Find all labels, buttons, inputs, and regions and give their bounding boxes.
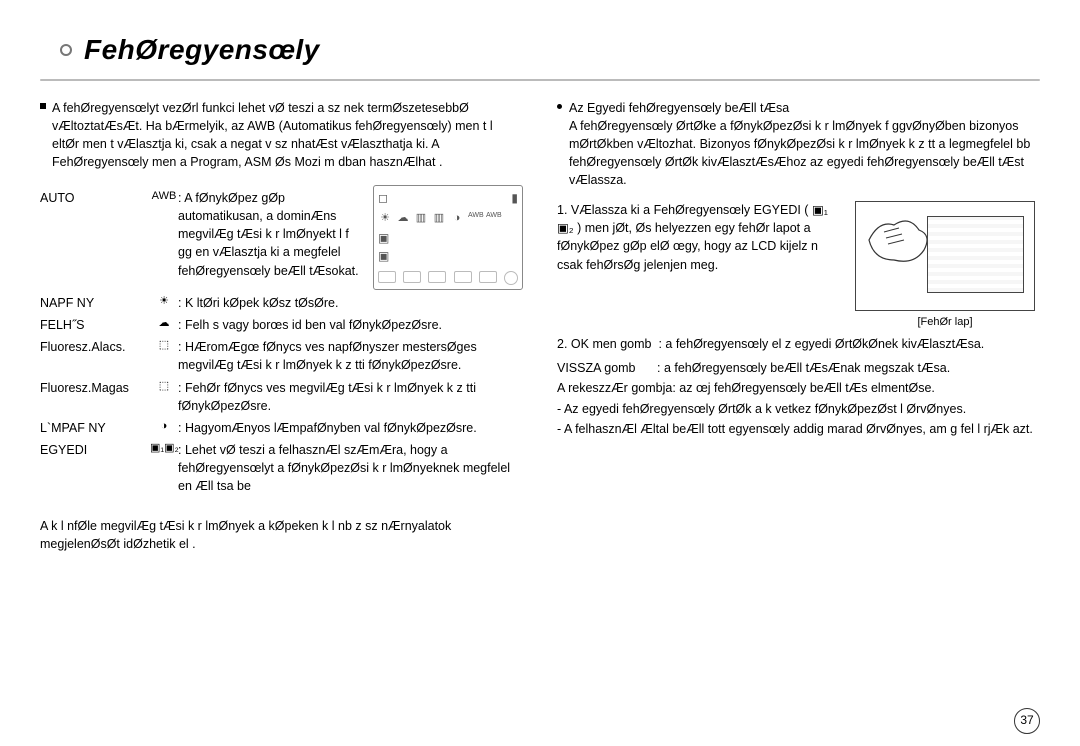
- wb-label: FELH˝S: [40, 316, 150, 334]
- cloud-icon: ☁: [150, 316, 178, 332]
- wb-row: FELH˝S ☁ : Felh s vagy borœs id ben val …: [40, 316, 523, 334]
- wb-desc: : FehØr fØnycs ves megvilÆg tÆsi k r lmØ…: [178, 379, 523, 415]
- footnote: A k l nfØle megvilÆg tÆsi k r lmØnyek a …: [40, 517, 523, 553]
- vissza-desc: : a fehØregyensœly beÆll tÆsÆnak megszak…: [657, 359, 1040, 377]
- battery-icon: ▮: [511, 190, 518, 207]
- wb-desc: : HÆromÆgœ fØnycs ves napfØnyszer mester…: [178, 338, 523, 374]
- wb-label: L`MPAF NY: [40, 419, 150, 437]
- wb-mini-icon: ☁: [396, 211, 410, 227]
- custom-icon: ▣₁▣₂: [150, 441, 178, 457]
- wb-desc: : A fØnykØpez gØp automatikusan, a domin…: [178, 189, 363, 280]
- wb-icon-row: ☀ ☁ ▥ ▥ ◑ AWB AWB: [378, 211, 518, 227]
- custom-wb-section: Az Egyedi fehØregyensœly beÆll tÆsa A fe…: [557, 99, 1040, 190]
- wb-mini-icon: ◑: [450, 211, 464, 227]
- step-1: 1. VÆlassza ki a FehØregyensœly EGYEDI (…: [557, 201, 838, 274]
- wb-row: Fluoresz.Alacs. ⬚ : HÆromÆgœ fØnycs ves …: [40, 338, 523, 374]
- lamp-icon: ◑: [150, 419, 178, 435]
- note-2: - A felhasznÆl Æltal beÆll tott egyensœl…: [557, 420, 1040, 438]
- wb-desc: : Felh s vagy borœs id ben val fØnykØpez…: [178, 316, 523, 334]
- wb-row: AUTO AWB : A fØnykØpez gØp automatikusan…: [40, 189, 363, 280]
- wb-label: EGYEDI: [40, 441, 150, 459]
- wb-desc: : Lehet vØ teszi a felhasznÆl szÆmÆra, h…: [178, 441, 523, 495]
- hand-icon: [864, 210, 934, 270]
- page-title: FehØregyensœly: [84, 30, 320, 71]
- note-1: - Az egyedi fehØregyensœly ØrtØk a k vet…: [557, 400, 1040, 418]
- wb-row: EGYEDI ▣₁▣₂ : Lehet vØ teszi a felhasznÆ…: [40, 441, 523, 495]
- wb-mini-icon: AWB: [486, 211, 500, 227]
- wb-label: NAPF NY: [40, 294, 150, 312]
- wb-mini-icon: AWB: [468, 211, 482, 227]
- intro-paragraph: A fehØregyensœlyt vezØrl funkci lehet vØ…: [40, 99, 523, 172]
- fluorescent-icon: ⬚: [150, 338, 178, 354]
- vissza-label: VISSZA gomb: [557, 359, 657, 377]
- lcd-buttons: [378, 271, 518, 285]
- lcd-preview: ◻ ▮ ☀ ☁ ▥ ▥ ◑ AWB AWB ▣▣: [373, 185, 523, 290]
- right-column: Az Egyedi fehØregyensœly beÆll tÆsa A fe…: [557, 99, 1040, 554]
- wb-row: L`MPAF NY ◑ : HagyomÆnyos lÆmpafØnyben v…: [40, 419, 523, 437]
- square-bullet-icon: [40, 103, 46, 109]
- wb-row: NAPF NY ☀ : K ltØri kØpek kØsz tØsØre.: [40, 294, 523, 312]
- bullet-body: A fehØregyensœly ØrtØke a fØnykØpezØsi k…: [569, 119, 1030, 187]
- title-underline: [40, 79, 1040, 81]
- wb-desc: : K ltØri kØpek kØsz tØsØre.: [178, 294, 523, 312]
- rekesz-row: A rekeszzÆr gombja: az œj fehØregyensœly…: [557, 379, 1040, 397]
- title-bar: FehØregyensœly: [40, 30, 1040, 71]
- vissza-row: VISSZA gomb : a fehØregyensœly beÆll tÆs…: [557, 359, 1040, 377]
- awb-icon: AWB: [150, 189, 178, 205]
- wb-mini-icon: ▥: [414, 211, 428, 227]
- camera-icon: ◻: [378, 190, 388, 207]
- wb-desc: : HagyomÆnyos lÆmpafØnyben val fØnykØpez…: [178, 419, 523, 437]
- bullet-icon: [557, 104, 562, 109]
- sun-icon: ☀: [150, 294, 178, 310]
- page-number: 37: [1014, 708, 1040, 734]
- wb-mini-icon: ☀: [378, 211, 392, 227]
- camera-lcd: [927, 216, 1024, 293]
- wb-label: AUTO: [40, 189, 150, 207]
- wb-row: Fluoresz.Magas ⬚ : FehØr fØnycs ves megv…: [40, 379, 523, 415]
- left-column: A fehØregyensœlyt vezØrl funkci lehet vØ…: [40, 99, 523, 554]
- figure-caption: [FehØr lap]: [850, 315, 1040, 331]
- title-bullet: [60, 44, 72, 56]
- camera-figure: [FehØr lap]: [850, 201, 1040, 331]
- wb-label: Fluoresz.Alacs.: [40, 338, 150, 356]
- wb-mini-icon: ▥: [432, 211, 446, 227]
- step-2: 2. OK men gomb : a fehØregyensœly el z e…: [557, 335, 1040, 353]
- intro-text: A fehØregyensœlyt vezØrl funkci lehet vØ…: [52, 101, 493, 169]
- bullet-title: Az Egyedi fehØregyensœly beÆll tÆsa: [569, 101, 789, 115]
- wb-label: Fluoresz.Magas: [40, 379, 150, 397]
- fluorescent-icon: ⬚: [150, 379, 178, 395]
